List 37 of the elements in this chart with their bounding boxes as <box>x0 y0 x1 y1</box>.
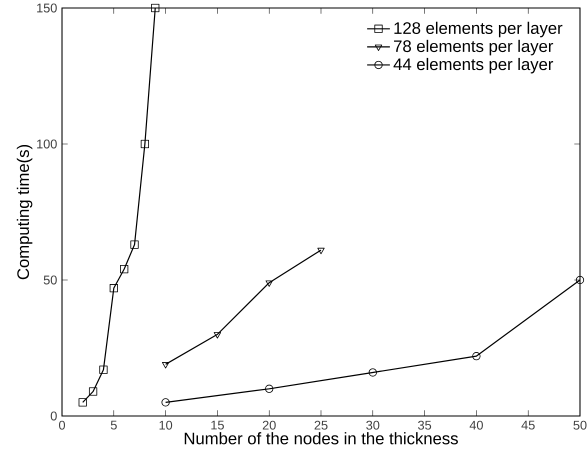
x-tick-label: 50 <box>573 420 587 430</box>
x-tick-label: 0 <box>58 420 66 430</box>
legend-label: 44 elements per layer <box>394 58 554 74</box>
point <box>110 284 118 292</box>
y-tick-label: 100 <box>37 140 57 148</box>
y-tick-label: 0 <box>50 412 57 420</box>
x-tick-label: 35 <box>418 420 432 430</box>
y-tick-label: 50 <box>44 276 57 284</box>
x-axis-title: Number of the nodes in the thickness <box>184 432 458 444</box>
point <box>151 4 160 12</box>
x-tick-label: 20 <box>262 420 276 430</box>
y-axis-title: Computing time(s) <box>16 144 32 280</box>
point <box>120 264 128 274</box>
point <box>317 248 325 254</box>
x-tick-label: 25 <box>314 420 328 430</box>
point <box>265 384 274 393</box>
x-tick-label: 40 <box>470 420 483 430</box>
x-tick-label: 30 <box>366 420 380 430</box>
point <box>576 276 584 284</box>
legend-label: 78 elements per layer <box>394 40 554 56</box>
point <box>140 140 150 148</box>
point <box>266 280 273 287</box>
legend-label: 128 elements per layer <box>394 22 562 38</box>
point <box>99 366 108 374</box>
point <box>78 398 87 407</box>
x-tick-label: 45 <box>521 420 535 430</box>
point <box>161 398 170 407</box>
y-tick-label: 150 <box>37 4 57 12</box>
x-tick-label: 15 <box>211 420 224 430</box>
point <box>368 368 377 377</box>
x-tick-label: 10 <box>160 420 172 430</box>
x-tick-label: 5 <box>110 420 117 430</box>
point <box>130 240 139 249</box>
point <box>214 332 222 339</box>
point <box>472 352 481 360</box>
point <box>162 362 170 368</box>
point <box>88 387 98 396</box>
